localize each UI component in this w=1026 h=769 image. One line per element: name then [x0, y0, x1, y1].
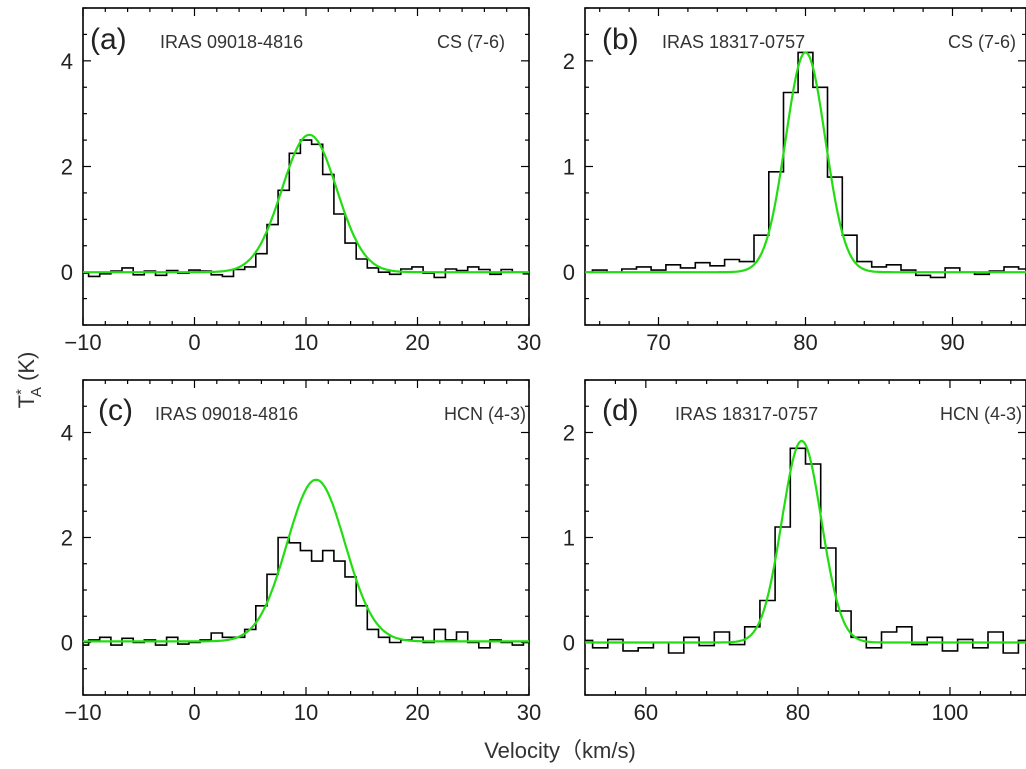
panel-a-transition: CS (7-6) — [437, 32, 505, 52]
panel-b-letter: (b) — [602, 23, 639, 56]
y-axis-title-unit: (K) — [14, 352, 39, 387]
panel-b-transition: CS (7-6) — [948, 32, 1016, 52]
panel-b-x-tick-label: 80 — [793, 330, 817, 355]
panel-d-x-tick-label: 100 — [932, 700, 969, 725]
y-axis-title-sub: A — [28, 387, 45, 397]
y-axis-title-main: T — [14, 395, 39, 408]
panel-b-x-tick-label: 90 — [940, 330, 964, 355]
panel-c-y-tick-label: 4 — [61, 421, 73, 446]
panel-d-x-tick-label: 80 — [786, 700, 810, 725]
panel-a-y-tick-label: 2 — [61, 155, 73, 180]
panel-d-y-tick-label: 0 — [563, 631, 575, 656]
panel-a-plot-area: −10 0 10 20 30 0 2 4 — [61, 7, 541, 355]
panel-a-x-tick-label: 10 — [294, 330, 318, 355]
panel-c-series-group — [83, 478, 529, 649]
panel-d-letter: (d) — [602, 394, 639, 427]
panel-a-y-tick-label: 0 — [61, 260, 73, 285]
panel-a-observed-spectrum — [83, 139, 529, 279]
panel-a-x-tick-label: 0 — [188, 330, 200, 355]
panel-d-y-tick-label: 1 — [563, 526, 575, 551]
y-axis-title: T*A (K) — [13, 352, 45, 409]
x-axis-title: Velocity（km/s) — [484, 738, 636, 763]
panel-d-gaussian-fit — [585, 439, 1026, 644]
panel-c-x-tick-label: 10 — [294, 700, 318, 725]
panel-b-y-tick-label: 2 — [563, 49, 575, 74]
panel-c-x-tick-label: −10 — [64, 700, 101, 725]
panel-a-y-tick-label: 4 — [61, 49, 73, 74]
panel-c: −10 0 10 20 30 0 2 4 (c) IRAS 09018-4816 HCN (4… — [61, 379, 541, 725]
panel-d: 60 80 100 0 1 2 (d) IRAS 18317-0757 HCN (4-3) — [563, 379, 1026, 725]
panel-c-x-tick-label: 20 — [405, 700, 429, 725]
panel-b-y-tick-label: 1 — [563, 155, 575, 180]
panel-a-frame — [82, 7, 530, 326]
panel-a-x-tick-label: 30 — [517, 330, 541, 355]
y-axis-title-sup: * — [13, 389, 30, 395]
panel-c-letter: (c) — [98, 394, 133, 427]
panel-a-series-group — [83, 133, 529, 279]
panel-c-gaussian-fit — [83, 478, 529, 643]
panel-d-x-tick-label: 60 — [634, 700, 658, 725]
panel-a-letter: (a) — [90, 23, 127, 56]
panel-d-y-tick-label: 2 — [563, 421, 575, 446]
panel-a-source: IRAS 09018-4816 — [160, 32, 303, 52]
panel-c-plot-area: −10 0 10 20 30 0 2 4 — [61, 379, 541, 725]
panel-d-plot-area: 60 80 100 0 1 2 — [563, 379, 1026, 725]
panel-c-transition: HCN (4-3) — [444, 404, 526, 424]
panel-c-source: IRAS 09018-4816 — [155, 404, 298, 424]
panel-d-observed-spectrum — [585, 447, 1026, 654]
panel-a-x-tick-label: −10 — [64, 330, 101, 355]
panel-b-gaussian-fit — [585, 51, 1026, 274]
panel-b-x-tick-label: 70 — [646, 330, 670, 355]
panel-b-series-group — [585, 51, 1026, 279]
panel-c-y-tick-label: 2 — [61, 526, 73, 551]
panel-c-x-tick-label: 0 — [188, 700, 200, 725]
panel-c-y-tick-label: 0 — [61, 631, 73, 656]
panel-a-gaussian-fit — [83, 133, 529, 274]
panel-c-observed-spectrum — [83, 536, 529, 649]
panel-b-y-tick-label: 0 — [563, 260, 575, 285]
panel-d-source: IRAS 18317-0757 — [675, 404, 818, 424]
panel-a-x-tick-label: 20 — [405, 330, 429, 355]
panel-b-plot-area: 70 80 90 0 1 2 — [563, 7, 1026, 355]
panel-b-source: IRAS 18317-0757 — [662, 32, 805, 52]
panel-c-frame — [82, 379, 530, 696]
panel-b-observed-spectrum — [585, 51, 1026, 279]
panel-b: 70 80 90 0 1 2 (b) IRAS 18317-0757 CS (7-6) — [563, 7, 1026, 355]
panel-a: −10 0 10 20 30 0 2 4 (a) IRAS 09018-4816 CS (7-… — [61, 7, 541, 355]
panel-b-frame — [584, 7, 1026, 326]
panel-d-series-group — [585, 439, 1026, 654]
panel-c-x-tick-label: 30 — [517, 700, 541, 725]
panel-d-transition: HCN (4-3) — [940, 404, 1022, 424]
